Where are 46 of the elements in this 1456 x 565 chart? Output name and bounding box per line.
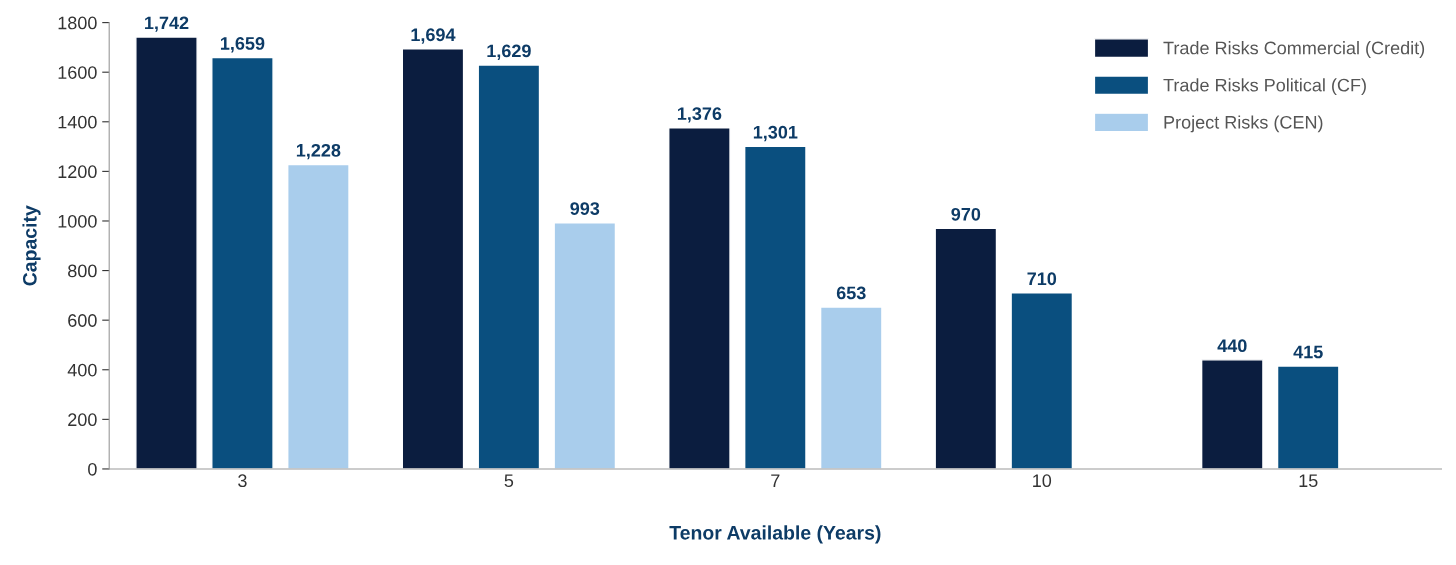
- bar: [553, 222, 617, 469]
- legend-label: Project Risks (CEN): [1164, 115, 1323, 133]
- data-label: 970: [951, 207, 981, 221]
- y-tick-label: 1200: [58, 165, 97, 179]
- data-label: 1,629: [487, 44, 531, 60]
- y-axis-title: Capacity: [22, 205, 41, 286]
- data-label: 710: [1027, 272, 1057, 286]
- x-tick-label: 3: [238, 474, 247, 488]
- data-label: 653: [836, 286, 866, 300]
- data-label: 440: [1217, 339, 1247, 353]
- data-label: 415: [1293, 345, 1323, 359]
- bar: [668, 127, 731, 469]
- data-label: 1,659: [220, 37, 265, 53]
- data-label: 1,742: [145, 16, 189, 32]
- x-tick-label: 15: [1299, 474, 1318, 488]
- bar: [1200, 359, 1264, 469]
- y-tick-label: 1800: [58, 16, 97, 30]
- x-tick-label: 5: [504, 474, 514, 488]
- data-label: 1,228: [296, 143, 341, 160]
- data-label: 1,694: [411, 28, 456, 44]
- bar: [743, 145, 807, 469]
- y-tick-label: 600: [68, 314, 97, 327]
- bar: [211, 56, 274, 469]
- data-label: 993: [570, 202, 600, 215]
- bar: [1010, 292, 1074, 469]
- y-tick-label: 1600: [58, 66, 97, 79]
- bar: [135, 36, 198, 469]
- bar: [934, 227, 998, 469]
- y-tick-label: 800: [68, 264, 97, 278]
- legend-label: Trade Risks Commercial (Credit): [1163, 41, 1425, 58]
- x-axis-title: Tenor Available (Years): [669, 525, 881, 544]
- data-label: 1,376: [677, 107, 722, 123]
- bar: [1276, 365, 1340, 469]
- y-tick-label: 1400: [58, 115, 97, 129]
- legend-label: Trade Risks Political (CF): [1163, 78, 1366, 96]
- bar: [287, 163, 350, 469]
- bar: [819, 306, 883, 469]
- bar: [477, 64, 541, 469]
- x-tick-label: 7: [771, 474, 780, 487]
- bar: [401, 48, 465, 469]
- x-tick-label: 10: [1033, 474, 1052, 488]
- y-tick-label: 400: [67, 363, 97, 377]
- data-label: 1,301: [753, 125, 798, 142]
- y-tick-label: 0: [88, 462, 97, 476]
- y-tick-label: 200: [68, 413, 97, 427]
- y-tick-label: 1000: [58, 214, 97, 228]
